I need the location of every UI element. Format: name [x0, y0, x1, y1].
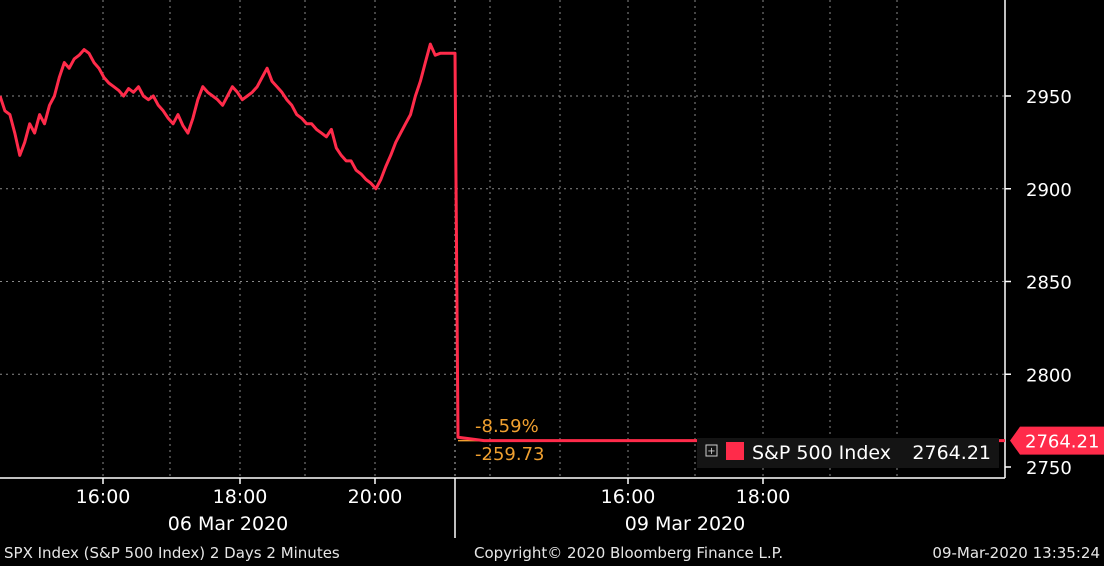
- legend-toggle-icon[interactable]: [705, 444, 718, 457]
- footer-copyright: Copyright© 2020 Bloomberg Finance L.P.: [474, 544, 784, 562]
- last-price-value: 2764.21: [1025, 432, 1099, 453]
- change-absolute-label: -259.73: [475, 444, 544, 465]
- x-tick-label: 20:00: [348, 486, 403, 508]
- x-tick-label: 16:00: [601, 486, 656, 508]
- y-tick-label: 2950: [1026, 87, 1072, 108]
- legend-swatch: [726, 442, 744, 460]
- footer-timestamp: 09-Mar-2020 13:35:24: [932, 544, 1100, 562]
- y-tick-label: 2900: [1026, 180, 1072, 201]
- last-price-tag: 2764.21: [1010, 426, 1104, 455]
- x-tick-label: 18:00: [736, 486, 791, 508]
- date-labels: 06 Mar 2020 09 Mar 2020: [168, 513, 745, 535]
- series-line-spx: [0, 42, 1005, 443]
- y-tick-label: 2800: [1026, 365, 1072, 386]
- date-label: 09 Mar 2020: [625, 513, 745, 535]
- legend-box: + S&P 500 Index 2764.21: [697, 438, 999, 468]
- x-tick-label: 16:00: [76, 486, 131, 508]
- grid-lines: [0, 0, 1005, 478]
- footer-ticker-info: SPX Index (S&P 500 Index) 2 Days 2 Minut…: [4, 544, 340, 562]
- axes: [0, 0, 1006, 538]
- legend-toggle-glyph: +: [707, 446, 715, 457]
- y-tick-label: 2850: [1026, 273, 1072, 294]
- y-tick-label: 2750: [1026, 458, 1072, 479]
- footer-bar: SPX Index (S&P 500 Index) 2 Days 2 Minut…: [0, 540, 1104, 566]
- legend-series-name: S&P 500 Index: [752, 442, 891, 464]
- y-ticks: 2750 2800 2850 2900 2950: [1005, 87, 1072, 479]
- x-ticks: 16:00 18:00 20:00 16:00 18:00: [76, 478, 791, 508]
- change-percent-label: -8.59%: [475, 416, 539, 437]
- date-label: 06 Mar 2020: [168, 513, 288, 535]
- legend-series-value: 2764.21: [912, 442, 991, 464]
- x-tick-label: 18:00: [213, 486, 268, 508]
